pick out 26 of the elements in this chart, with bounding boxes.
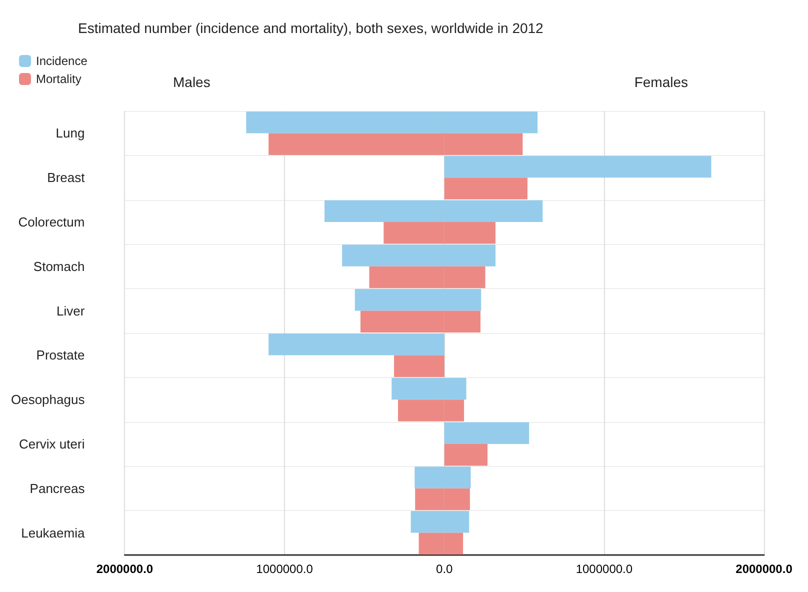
y-tick-label: Breast — [47, 170, 86, 186]
bar — [394, 355, 444, 377]
y-tick-label: Cervix uteri — [18, 436, 85, 452]
x-tick-label: 1000000.0 — [256, 562, 314, 576]
bar — [444, 156, 712, 178]
bar — [268, 333, 444, 356]
legend-label: Incidence — [36, 54, 88, 68]
chart-title: Estimated number (incidence and mortality), both sexes, worldwide in 2012 — [78, 20, 544, 36]
y-tick-label: Pancreas — [30, 480, 86, 496]
text: Females — [634, 74, 688, 90]
x-tick-label: 2000000.0 — [96, 562, 154, 576]
x-tick-label: 1000000.0 — [576, 562, 633, 576]
y-tick-label: Prostate — [36, 348, 85, 363]
y-tick-label: Lung — [56, 126, 85, 141]
legend-label: Mortality — [36, 72, 82, 86]
bar — [444, 178, 528, 200]
y-tick-label: Oesophagus — [10, 392, 86, 408]
y-tick-label: Stomach — [33, 258, 85, 274]
y-tick-label: Colorectum — [18, 214, 85, 230]
bar — [444, 444, 488, 466]
y-tick-label: Leukaemia — [21, 525, 86, 540]
x-tick-label: 2000000.0 — [736, 562, 793, 576]
x-tick-label: 0.0 — [436, 562, 454, 576]
bar — [444, 422, 530, 444]
y-tick-label: Liver — [56, 303, 86, 318]
text: Males — [173, 74, 210, 90]
